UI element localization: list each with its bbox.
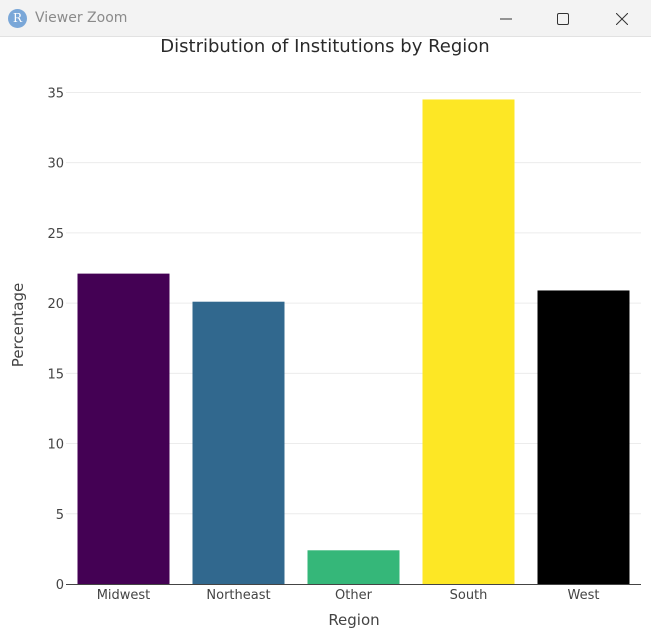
minimize-button[interactable] [483,0,529,37]
x-axis-ticks: Midwest Northeast Other South West [97,588,600,603]
minimize-icon [500,18,512,19]
x-tick-label: South [450,588,488,603]
bar-midwest[interactable] [77,273,170,584]
x-tick-label: Other [335,588,373,603]
y-axis-ticks: 0 5 10 15 20 25 30 35 [47,86,64,593]
y-tick-label: 0 [56,578,64,593]
y-tick-label: 5 [56,508,64,523]
close-button[interactable] [599,0,645,37]
window-titlebar: R Viewer Zoom [0,0,651,37]
y-tick-label: 15 [47,367,64,382]
x-tick-label: West [568,588,600,603]
close-icon [616,12,628,25]
bar-west[interactable] [537,290,630,584]
window-title: Viewer Zoom [35,10,128,26]
chart-title: Distribution of Institutions by Region [160,37,489,57]
maximize-button[interactable] [540,0,586,37]
bars [77,99,630,584]
x-tick-label: Midwest [97,588,151,603]
y-tick-label: 30 [47,157,64,172]
y-tick-label: 25 [47,227,64,242]
maximize-icon [557,12,569,25]
x-tick-label: Northeast [206,588,270,603]
bar-other[interactable] [307,550,400,584]
y-tick-label: 10 [47,438,64,453]
chart-area: Distribution of Institutions by Region 0… [0,36,651,629]
bar-south[interactable] [422,99,515,584]
y-tick-label: 35 [47,86,64,101]
y-axis-label: Percentage [9,283,27,367]
r-logo-icon: R [8,9,27,28]
x-axis-label: Region [328,611,379,628]
bar-northeast[interactable] [192,301,285,584]
bar-chart: Distribution of Institutions by Region 0… [9,36,641,629]
y-tick-label: 20 [47,297,64,312]
